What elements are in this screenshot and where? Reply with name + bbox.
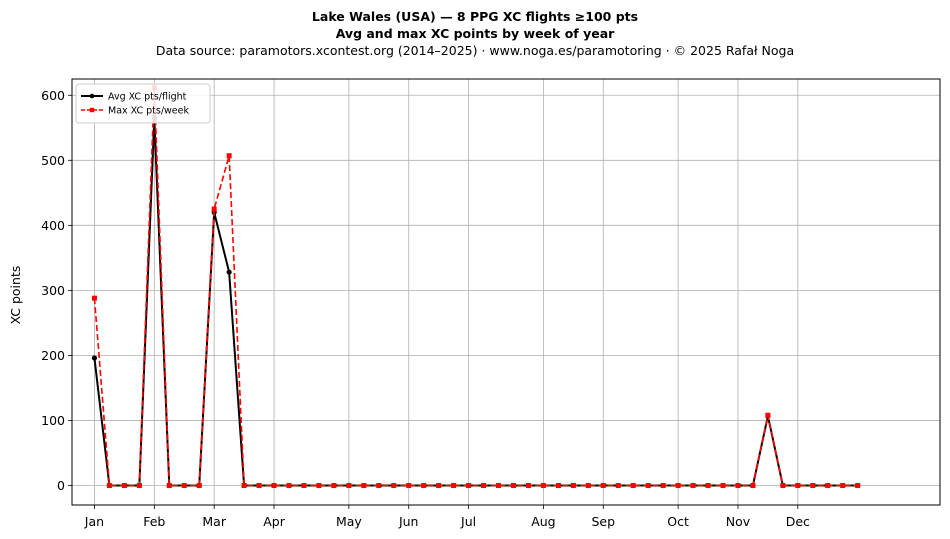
x-tick-label: Sep bbox=[591, 514, 615, 529]
data-point-max-xc-pts-week bbox=[226, 153, 232, 159]
data-point-max-xc-pts-week bbox=[436, 482, 442, 488]
x-tick-label: Aug bbox=[531, 514, 555, 529]
x-tick-label: Oct bbox=[667, 514, 689, 529]
data-point-max-xc-pts-week bbox=[525, 482, 531, 488]
y-tick-label: 200 bbox=[41, 348, 65, 363]
legend-box bbox=[75, 83, 211, 124]
x-tick-label: Jun bbox=[398, 514, 419, 529]
data-point-max-xc-pts-week bbox=[211, 206, 217, 212]
data-point-max-xc-pts-week bbox=[466, 482, 472, 488]
data-point-max-xc-pts-week bbox=[301, 482, 307, 488]
y-tick-label: 500 bbox=[41, 153, 65, 168]
data-point-max-xc-pts-week bbox=[421, 482, 427, 488]
y-tick-label: 0 bbox=[57, 478, 65, 493]
data-point-max-xc-pts-week bbox=[331, 482, 337, 488]
data-point-max-xc-pts-week bbox=[316, 482, 322, 488]
data-point-max-xc-pts-week bbox=[510, 482, 516, 488]
data-point-max-xc-pts-week bbox=[675, 482, 681, 488]
data-point-max-xc-pts-week bbox=[660, 482, 666, 488]
data-point-max-xc-pts-week bbox=[855, 482, 861, 488]
data-point-max-xc-pts-week bbox=[645, 482, 651, 488]
x-tick-label: Mar bbox=[202, 514, 226, 529]
data-point-max-xc-pts-week bbox=[585, 482, 591, 488]
x-tick-label: Dec bbox=[786, 514, 810, 529]
x-tick-label: Feb bbox=[143, 514, 165, 529]
data-point-max-xc-pts-week bbox=[346, 482, 352, 488]
data-point-max-xc-pts-week bbox=[810, 482, 816, 488]
data-point-max-xc-pts-week bbox=[376, 482, 382, 488]
series-line-max-xc-pts-week bbox=[93, 86, 858, 487]
data-point-max-xc-pts-week bbox=[241, 482, 247, 488]
data-point-max-xc-pts-week bbox=[555, 482, 561, 488]
legend: Avg XC pts/flight Max XC pts/week bbox=[75, 83, 211, 124]
data-point-max-xc-pts-week bbox=[91, 295, 97, 301]
data-point-max-xc-pts-week bbox=[600, 482, 606, 488]
data-point-max-xc-pts-week bbox=[705, 482, 711, 488]
x-tick-label: Jul bbox=[460, 514, 476, 529]
chart-title: Lake Wales (USA) — 8 PPG XC flights ≥100… bbox=[311, 9, 639, 24]
y-axis-label: XC points bbox=[8, 266, 23, 325]
x-tick-label: May bbox=[336, 514, 362, 529]
legend-label: Avg XC pts/flight bbox=[108, 92, 187, 103]
y-tick-label: 600 bbox=[41, 88, 65, 103]
x-tick-label: Jan bbox=[84, 514, 104, 529]
data-point-max-xc-pts-week bbox=[481, 482, 487, 488]
data-point-avg-xc-pts-flight bbox=[226, 269, 232, 275]
x-tick-label: Nov bbox=[726, 514, 751, 529]
data-point-max-xc-pts-week bbox=[496, 482, 502, 488]
data-point-max-xc-pts-week bbox=[286, 482, 292, 488]
data-point-max-xc-pts-week bbox=[451, 482, 457, 488]
data-point-max-xc-pts-week bbox=[825, 482, 831, 488]
plot-frame bbox=[71, 78, 941, 506]
data-point-max-xc-pts-week bbox=[840, 482, 846, 488]
data-point-max-xc-pts-week bbox=[256, 482, 262, 488]
chart-source-note: Data source: paramotors.xcontest.org (20… bbox=[155, 43, 795, 58]
data-point-max-xc-pts-week bbox=[181, 482, 187, 488]
axes: Jan Feb Mar Apr May Jun Jul Aug Sep Oct Nov Dec 0 100… bbox=[41, 88, 810, 529]
data-point-max-xc-pts-week bbox=[391, 482, 397, 488]
x-tick-label: Apr bbox=[263, 514, 285, 529]
data-point-max-xc-pts-week bbox=[106, 482, 112, 488]
legend-marker bbox=[89, 107, 95, 113]
data-point-max-xc-pts-week bbox=[780, 482, 786, 488]
data-point-max-xc-pts-week bbox=[166, 482, 172, 488]
data-point-max-xc-pts-week bbox=[765, 412, 771, 418]
data-point-max-xc-pts-week bbox=[735, 482, 741, 488]
data-point-max-xc-pts-week bbox=[630, 482, 636, 488]
data-point-max-xc-pts-week bbox=[121, 482, 127, 488]
data-point-max-xc-pts-week bbox=[570, 482, 576, 488]
series-layer bbox=[91, 84, 861, 489]
legend-label: Max XC pts/week bbox=[108, 106, 189, 117]
data-point-max-xc-pts-week bbox=[136, 482, 142, 488]
data-point-max-xc-pts-week bbox=[750, 482, 756, 488]
data-point-max-xc-pts-week bbox=[720, 482, 726, 488]
data-point-max-xc-pts-week bbox=[615, 482, 621, 488]
y-tick-label: 100 bbox=[41, 413, 65, 428]
data-point-max-xc-pts-week bbox=[540, 482, 546, 488]
data-point-max-xc-pts-week bbox=[196, 482, 202, 488]
data-point-max-xc-pts-week bbox=[271, 482, 277, 488]
data-point-max-xc-pts-week bbox=[406, 482, 412, 488]
data-point-max-xc-pts-week bbox=[795, 482, 801, 488]
data-point-max-xc-pts-week bbox=[690, 482, 696, 488]
data-point-max-xc-pts-week bbox=[361, 482, 367, 488]
legend-marker bbox=[89, 93, 95, 99]
y-tick-label: 300 bbox=[41, 283, 65, 298]
chart-title-block: Lake Wales (USA) — 8 PPG XC flights ≥100… bbox=[0, 8, 950, 60]
chart-subtitle: Avg and max XC points by week of year bbox=[335, 26, 615, 41]
y-tick-label: 400 bbox=[41, 218, 65, 233]
data-point-avg-xc-pts-flight bbox=[91, 355, 98, 361]
